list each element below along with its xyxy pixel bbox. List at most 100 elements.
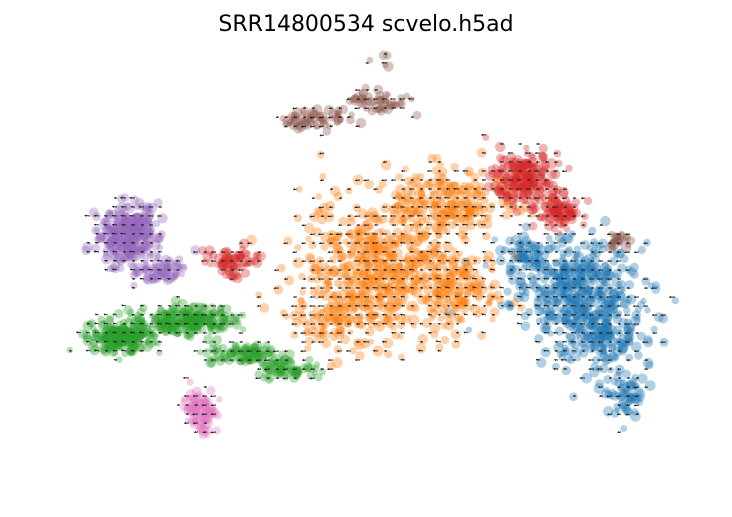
data-point [599,334,606,341]
data-point [614,284,625,295]
data-point [522,289,530,297]
data-point [518,253,526,261]
data-point [113,340,123,350]
data-point [446,195,454,203]
velocity-arrowhead [516,313,519,316]
data-point [183,305,194,315]
data-point [304,344,312,352]
data-point [212,426,221,435]
data-point [339,302,350,314]
data-point [512,252,519,260]
data-point [117,337,125,344]
data-point [563,310,572,320]
data-point [382,104,393,115]
data-point [576,324,585,334]
data-point [352,267,364,279]
data-point [560,274,572,286]
data-point [409,274,421,285]
data-point [187,314,198,325]
data-point [215,356,225,366]
velocity-arrowhead [139,278,142,281]
data-point [493,290,503,300]
data-point [546,311,557,322]
data-point [90,325,97,332]
data-point [445,296,453,304]
data-point [466,194,476,205]
data-point [619,378,627,386]
data-point [113,309,124,319]
data-point [397,215,408,226]
data-point [112,329,123,340]
data-point [140,320,148,328]
data-point [621,404,631,414]
data-point [259,303,270,313]
data-point [128,324,138,334]
data-point [553,342,565,353]
data-point [622,325,632,335]
data-point [559,236,566,244]
data-point [403,257,410,264]
data-point [396,313,407,324]
data-point [624,381,632,389]
data-point [157,316,166,325]
data-point [114,334,124,343]
data-point [203,334,213,345]
data-point [465,205,475,216]
data-point [361,281,372,292]
data-point [105,341,114,350]
data-point [156,320,164,328]
data-point [131,322,141,332]
data-point [577,288,587,298]
data-point [415,343,427,354]
data-point [473,206,484,217]
data-point [637,300,645,309]
data-point [515,282,524,291]
data-point [538,308,546,315]
data-point [388,262,400,274]
data-point [206,316,218,328]
data-point [90,335,98,342]
data-point [334,279,342,288]
data-point [630,270,639,279]
data-point [430,282,439,291]
data-point [536,357,547,368]
data-point [395,275,404,284]
data-point [320,242,329,251]
data-point [394,193,402,201]
data-point [465,208,475,218]
data-point [491,294,498,301]
data-point [240,326,247,333]
data-point [553,287,560,294]
data-point [376,269,384,277]
data-point [266,350,273,357]
data-point [441,300,449,309]
data-point [206,386,216,396]
data-point [611,378,619,386]
data-point [573,311,582,321]
data-point [352,271,359,278]
data-point [421,272,431,282]
data-point [399,269,410,280]
velocity-arrowhead [427,169,430,173]
data-point [490,260,497,267]
data-point [182,313,191,322]
data-point [177,310,186,318]
data-point [559,292,567,300]
data-point [353,225,362,234]
data-point [542,261,551,270]
data-point [448,205,457,214]
data-point [570,346,578,354]
data-point [126,344,137,355]
data-point [477,167,488,177]
data-point [140,322,151,333]
data-point [609,256,619,266]
data-point [379,265,388,274]
data-point [440,322,448,330]
data-point [174,320,182,328]
data-point [361,83,370,92]
data-point [416,250,428,262]
data-point [558,186,569,197]
data-point [604,332,613,342]
data-point [518,245,525,253]
data-point [161,322,172,333]
